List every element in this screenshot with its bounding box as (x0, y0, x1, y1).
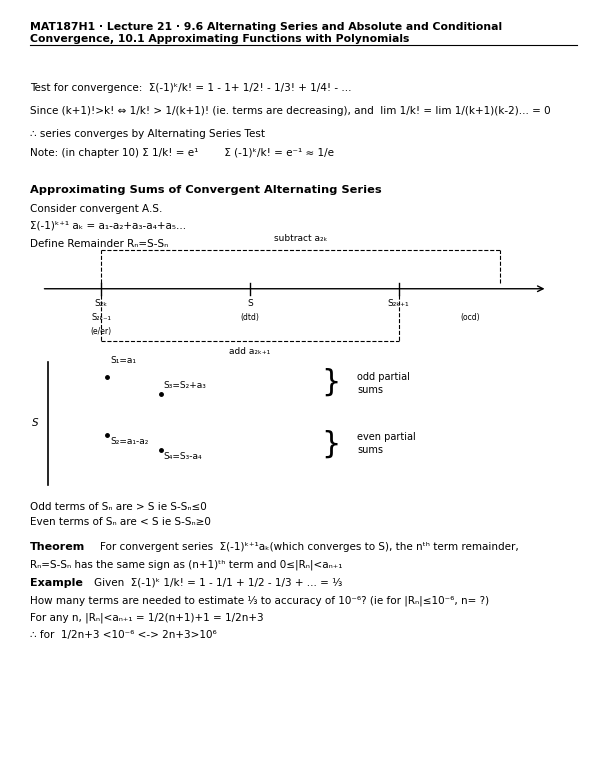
Text: Theorem: Theorem (30, 542, 85, 552)
Text: odd partial: odd partial (357, 372, 410, 381)
Text: Even terms of Sₙ are < S ie S-Sₙ≥0: Even terms of Sₙ are < S ie S-Sₙ≥0 (30, 517, 211, 527)
Text: For convergent series  Σ(-1)ᵏ⁺¹aₖ(which converges to S), the nᵗʰ term remainder,: For convergent series Σ(-1)ᵏ⁺¹aₖ(which c… (100, 542, 519, 552)
Text: (dtd): (dtd) (240, 313, 259, 323)
Text: ∴ for  1/2n+3 <10⁻⁶ <-> 2n+3>10⁶: ∴ for 1/2n+3 <10⁻⁶ <-> 2n+3>10⁶ (30, 630, 217, 640)
Text: S₄=S₃-a₄: S₄=S₃-a₄ (164, 452, 202, 461)
Text: Test for convergence:  Σ(-1)ᵏ/k! = 1 - 1+ 1/2! - 1/3! + 1/4! - ...: Test for convergence: Σ(-1)ᵏ/k! = 1 - 1+… (30, 83, 351, 93)
Text: Σ(-1)ᵏ⁺¹ aₖ = a₁-a₂+a₃-a₄+a₅...: Σ(-1)ᵏ⁺¹ aₖ = a₁-a₂+a₃-a₄+a₅... (30, 220, 186, 230)
Text: Rₙ=S-Sₙ has the same sign as (n+1)ᵗʰ term and 0≤|Rₙ|<aₙ₊₁: Rₙ=S-Sₙ has the same sign as (n+1)ᵗʰ ter… (30, 559, 342, 570)
Text: S₂=a₁-a₂: S₂=a₁-a₂ (110, 437, 148, 446)
Text: For any n, |Rₙ|<aₙ₊₁ = 1/2(n+1)+1 = 1/2n+3: For any n, |Rₙ|<aₙ₊₁ = 1/2(n+1)+1 = 1/2n… (30, 613, 264, 624)
Text: Note: (in chapter 10) Σ 1/k! = e¹        Σ (-1)ᵏ/k! = e⁻¹ ≈ 1/e: Note: (in chapter 10) Σ 1/k! = e¹ Σ (-1)… (30, 148, 334, 158)
Text: (e/er): (e/er) (90, 327, 112, 336)
Text: Since (k+1)!>k! ⇔ 1/k! > 1/(k+1)! (ie. terms are decreasing), and  lim 1/k! = li: Since (k+1)!>k! ⇔ 1/k! > 1/(k+1)! (ie. t… (30, 106, 550, 116)
Text: subtract a₂ₖ: subtract a₂ₖ (274, 233, 327, 243)
Text: sums: sums (357, 385, 383, 394)
Text: even partial: even partial (357, 432, 416, 441)
Text: S₂ₖ₊₁: S₂ₖ₊₁ (388, 299, 409, 308)
Text: Consider convergent A.S.: Consider convergent A.S. (30, 204, 162, 214)
Text: Define Remainder Rₙ=S-Sₙ: Define Remainder Rₙ=S-Sₙ (30, 239, 168, 249)
Text: }: } (321, 367, 341, 397)
Text: How many terms are needed to estimate ⅓ to accuracy of 10⁻⁶? (ie for |Rₙ|≤10⁻⁶, : How many terms are needed to estimate ⅓ … (30, 596, 489, 607)
Text: Given  Σ(-1)ᵏ 1/k! = 1 - 1/1 + 1/2 - 1/3 + ... = ⅓: Given Σ(-1)ᵏ 1/k! = 1 - 1/1 + 1/2 - 1/3 … (94, 578, 342, 588)
Text: S: S (32, 419, 39, 428)
Text: S₂ₖ: S₂ₖ (95, 299, 108, 308)
Text: (ocd): (ocd) (461, 313, 480, 323)
Text: }: } (321, 430, 341, 459)
Text: MAT187H1 · Lecture 21 · 9.6 Alternating Series and Absolute and Conditional: MAT187H1 · Lecture 21 · 9.6 Alternating … (30, 22, 502, 32)
Text: ∴ series converges by Alternating Series Test: ∴ series converges by Alternating Series… (30, 129, 265, 139)
Text: S₂ₖ₋₁: S₂ₖ₋₁ (91, 313, 111, 323)
Text: S₃=S₂+a₃: S₃=S₂+a₃ (164, 381, 206, 390)
Text: Example: Example (30, 578, 83, 588)
Text: S: S (247, 299, 253, 308)
Text: add a₂ₖ₊₁: add a₂ₖ₊₁ (229, 347, 271, 357)
Text: S₁=a₁: S₁=a₁ (110, 356, 136, 365)
Text: Odd terms of Sₙ are > S ie S-Sₙ≤0: Odd terms of Sₙ are > S ie S-Sₙ≤0 (30, 502, 206, 512)
Text: sums: sums (357, 446, 383, 455)
Text: Approximating Sums of Convergent Alternating Series: Approximating Sums of Convergent Alterna… (30, 185, 381, 195)
Text: Convergence, 10.1 Approximating Functions with Polynomials: Convergence, 10.1 Approximating Function… (30, 34, 409, 44)
